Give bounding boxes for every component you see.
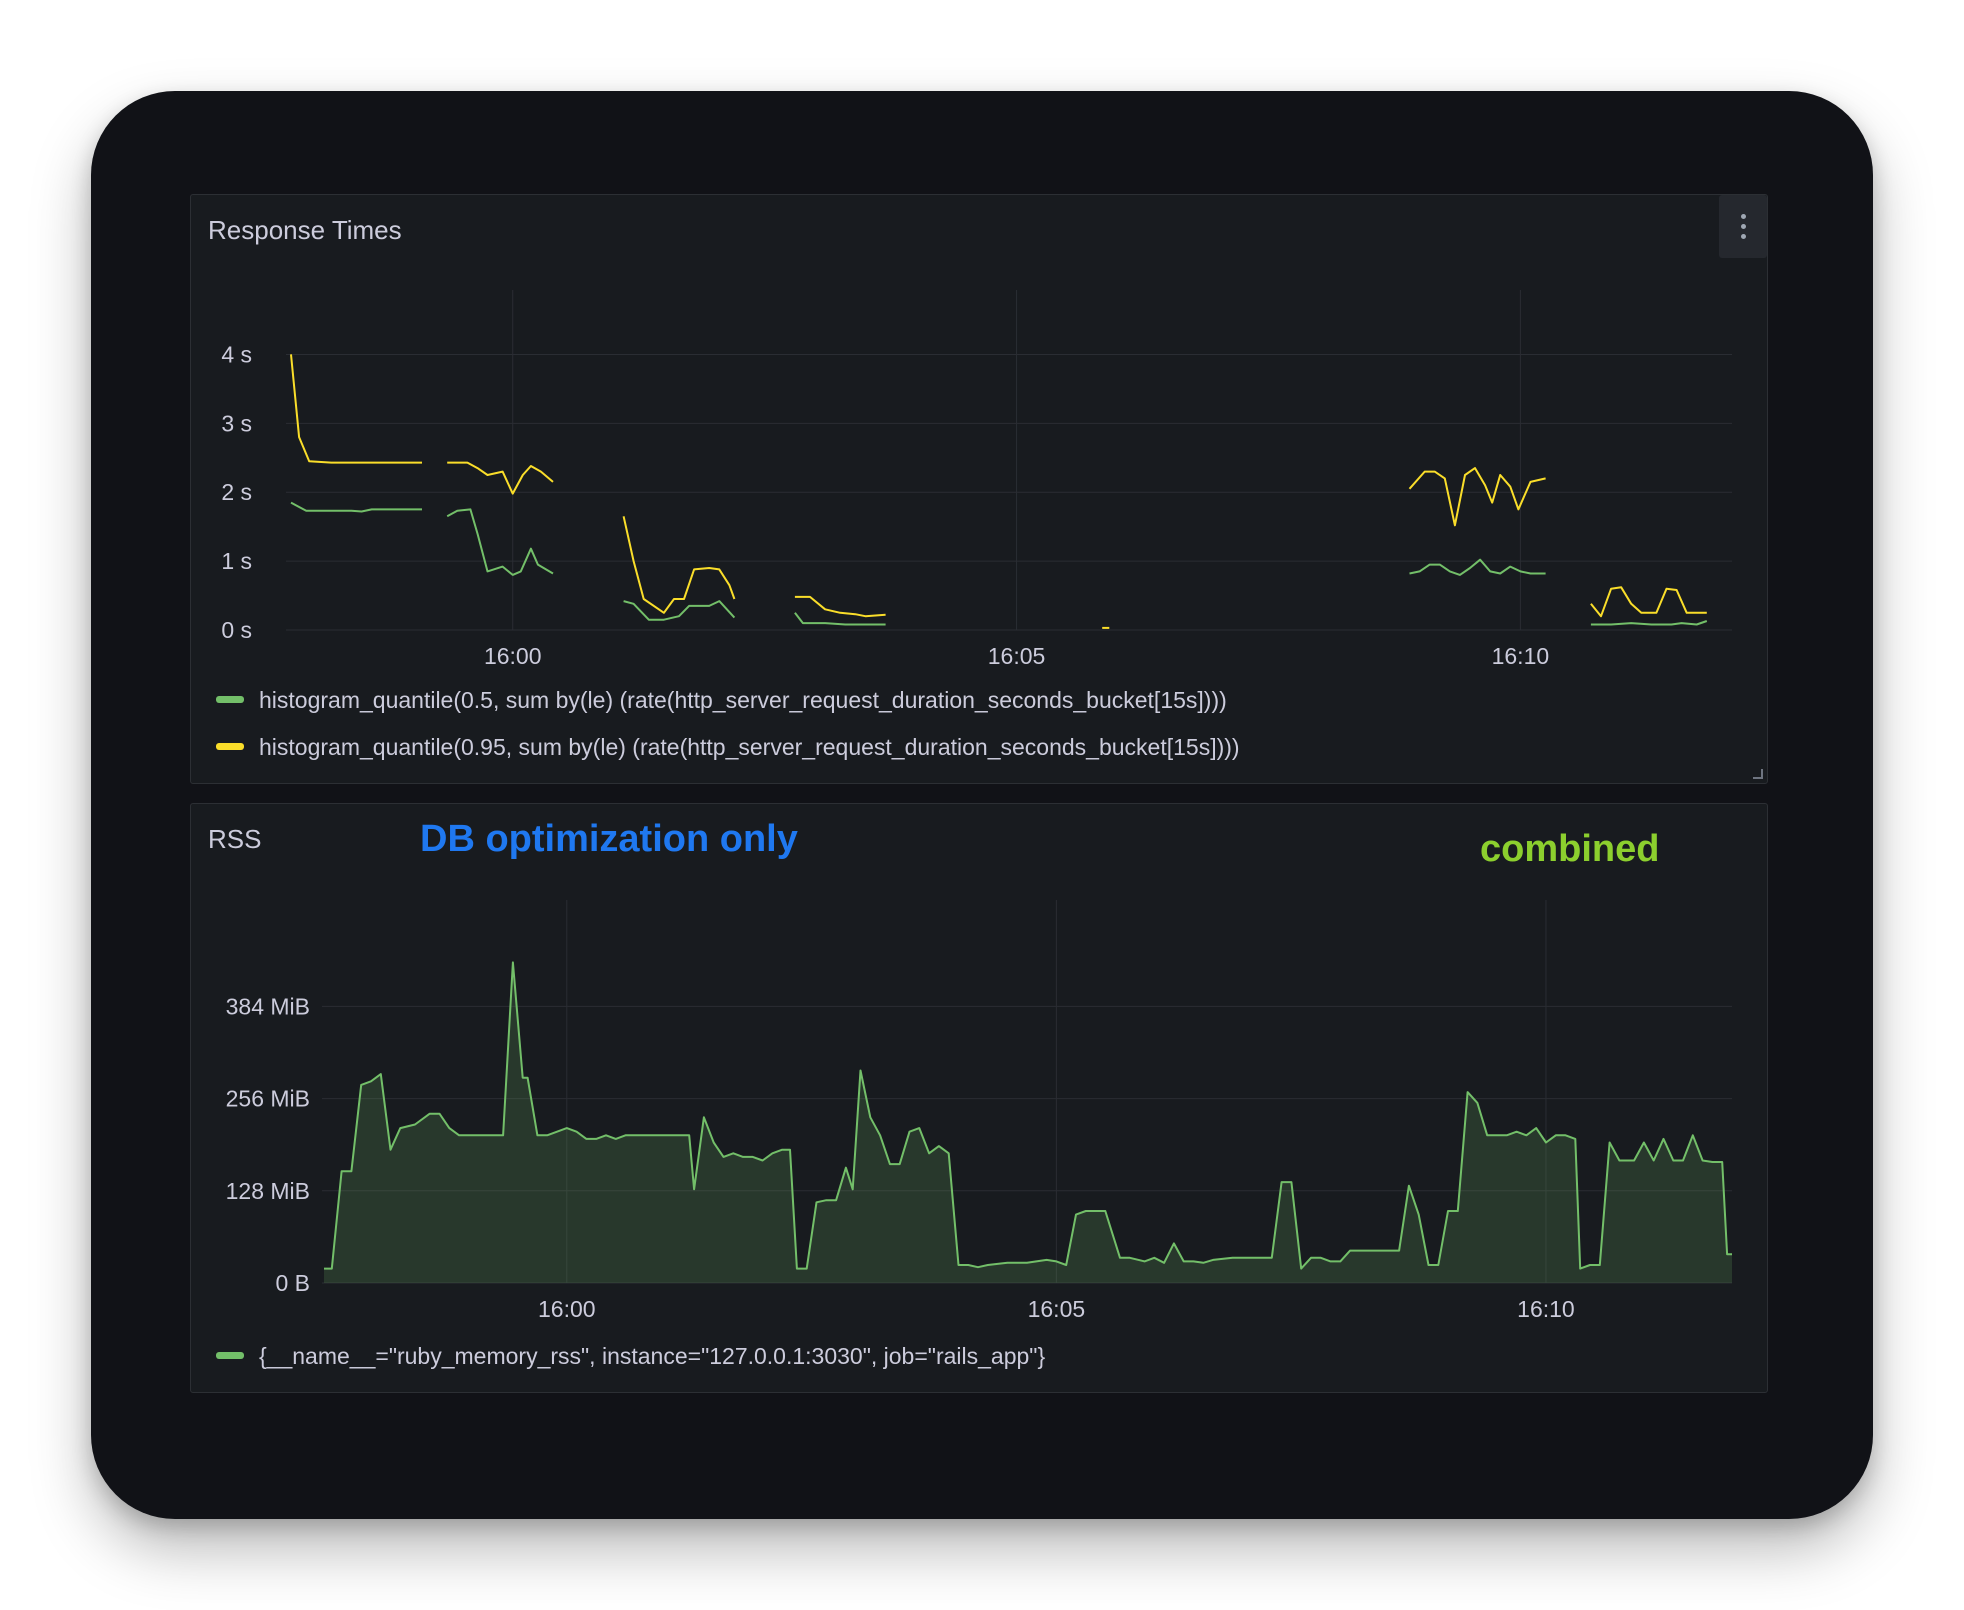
legend-swatch [216,1352,244,1359]
series-line-segment [1590,620,1708,626]
y-tick-label: 0 s [221,617,252,643]
x-tick-label: 16:10 [1492,643,1550,669]
y-tick-label: 384 MiB [226,993,310,1019]
y-tick-label: 3 s [221,410,252,436]
x-tick-label: 16:00 [484,643,542,669]
legend-swatch [216,696,244,703]
annotation-db-optimization: DB optimization only [420,818,798,860]
legend-swatch [216,743,244,750]
series-line-segment [1590,586,1707,618]
y-tick-label: 0 B [275,1270,310,1296]
series-area-fill [323,962,1732,1283]
y-tick-label: 256 MiB [226,1086,310,1112]
series-line [324,961,1732,1270]
resize-handle-icon[interactable] [1753,769,1763,779]
legend-label: {__name__="ruby_memory_rss", instance="1… [259,1343,1045,1369]
annotation-combined: combined [1480,828,1660,870]
x-tick-label: 16:05 [988,643,1046,669]
panel-title: Response Times [208,215,402,245]
series-line-segment [1409,558,1546,576]
rss-panel[interactable]: RSS [190,803,1768,1393]
response-times-panel[interactable]: Response Times [190,194,1768,784]
y-tick-label: 4 s [221,341,252,367]
x-tick-label: 16:10 [1517,1296,1575,1322]
x-tick-label: 16:05 [1028,1296,1086,1322]
series-line-segment [794,595,886,618]
series-line-segment [1408,467,1546,527]
series-line-segment [290,354,422,464]
series-line-segment [623,600,736,621]
series-line-segment [794,612,886,626]
series-line-segment [447,461,554,495]
y-tick-label: 128 MiB [226,1178,310,1204]
y-tick-label: 2 s [221,479,252,505]
x-tick-label: 16:00 [538,1296,596,1322]
series-line-segment [622,516,736,614]
legend-label: histogram_quantile(0.5, sum by(le) (rate… [259,687,1227,713]
series-line-segment [290,501,422,513]
series-line-segment [446,508,554,576]
legend-label: histogram_quantile(0.95, sum by(le) (rat… [259,734,1240,760]
panel-title: RSS [208,824,262,854]
kebab-menu-icon[interactable] [1719,195,1767,258]
y-tick-label: 1 s [221,548,252,574]
